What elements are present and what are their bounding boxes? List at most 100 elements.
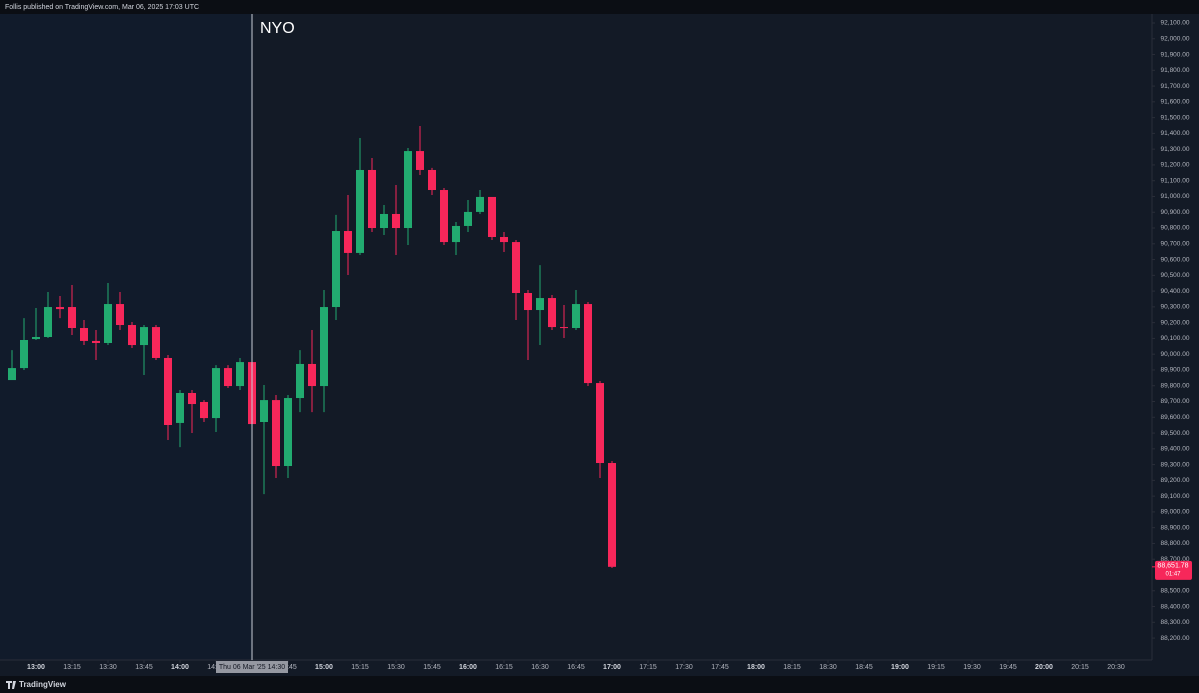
candle-body (392, 213, 400, 229)
candle-body (20, 339, 28, 369)
candle-body (68, 307, 76, 329)
y-tick-label: 89,000.00 (1161, 509, 1190, 516)
x-tick-label: 13:30 (99, 664, 117, 671)
x-tick-label: 16:15 (495, 664, 513, 671)
y-tick-label: 91,400.00 (1161, 130, 1190, 137)
y-tick-label: 90,100.00 (1161, 335, 1190, 342)
header-text: Follis published on TradingView.com, Mar… (5, 4, 199, 11)
y-tick-label: 91,300.00 (1161, 146, 1190, 153)
x-tick-label: 13:45 (135, 664, 153, 671)
last-price-label: 88,651.78 (1157, 563, 1188, 570)
y-tick-label: 92,100.00 (1161, 20, 1190, 27)
candle-body (356, 169, 364, 253)
candle-body (368, 169, 376, 229)
candle-body (476, 196, 484, 212)
y-tick-label: 91,200.00 (1161, 162, 1190, 169)
y-tick-label: 88,900.00 (1161, 524, 1190, 531)
x-tick-label: 20:30 (1107, 664, 1125, 671)
footer-text: TradingView (19, 680, 67, 689)
x-tick-label: 15:15 (351, 664, 369, 671)
x-tick-label: 18:30 (819, 664, 837, 671)
y-tick-label: 89,900.00 (1161, 367, 1190, 374)
y-tick-label: 88,500.00 (1161, 587, 1190, 594)
y-tick-label: 89,100.00 (1161, 493, 1190, 500)
logo (6, 681, 16, 689)
x-tick-label: 20:15 (1071, 664, 1089, 671)
x-tick-label: 18:00 (747, 664, 765, 671)
candle-body (404, 151, 412, 229)
candle-body (512, 242, 520, 293)
x-tick-label: 15:45 (423, 664, 441, 671)
candle-body (344, 231, 352, 253)
x-tick-label: 14:45 (279, 664, 297, 671)
candle-body (188, 392, 196, 405)
x-tick-label: 20:00 (1035, 664, 1053, 671)
y-tick-label: 88,300.00 (1161, 619, 1190, 626)
x-tick-label: 19:45 (999, 664, 1017, 671)
y-tick-label: 91,600.00 (1161, 99, 1190, 106)
x-tick-label: 17:00 (603, 664, 621, 671)
y-tick-label: 90,000.00 (1161, 351, 1190, 358)
candle-body (596, 383, 604, 464)
x-tick-label: 15:00 (315, 664, 333, 671)
candle-body (380, 213, 388, 229)
crosshair-label-box (216, 661, 288, 673)
y-tick-label: 90,800.00 (1161, 225, 1190, 232)
candle-body (332, 231, 340, 308)
footer-bar (0, 676, 1199, 693)
y-tick-label: 88,700.00 (1161, 556, 1190, 563)
candle-body (428, 169, 436, 191)
y-tick-label: 90,700.00 (1161, 241, 1190, 248)
candle-body (128, 325, 136, 346)
x-tick-label: 16:00 (459, 664, 477, 671)
header-bar (0, 0, 1199, 14)
x-tick-label: 18:15 (783, 664, 801, 671)
y-tick-label: 88,400.00 (1161, 603, 1190, 610)
candle-body (488, 196, 496, 238)
y-tick-label: 88,200.00 (1161, 635, 1190, 642)
x-tick-label: 19:00 (891, 664, 909, 671)
x-tick-label: 17:15 (639, 664, 657, 671)
candle-body (572, 304, 580, 329)
x-tick-label: 13:00 (27, 664, 45, 671)
x-tick-label: 18:45 (855, 664, 873, 671)
y-tick-label: 91,100.00 (1161, 177, 1190, 184)
y-tick-label: 90,900.00 (1161, 209, 1190, 216)
x-tick-label: 15:30 (387, 664, 405, 671)
candle-body (416, 151, 424, 170)
candle-body (548, 298, 556, 328)
y-tick-label: 90,200.00 (1161, 319, 1190, 326)
candle-body (452, 225, 460, 243)
candle-body (152, 327, 160, 358)
session-shade (0, 14, 252, 660)
countdown: 01:47 (1165, 571, 1181, 577)
y-tick-label: 89,800.00 (1161, 382, 1190, 389)
last-price-box (1155, 560, 1192, 580)
y-tick-label: 91,500.00 (1161, 114, 1190, 121)
x-tick-label: 13:15 (63, 664, 81, 671)
y-tick-label: 91,900.00 (1161, 51, 1190, 58)
y-tick-label: 91,800.00 (1161, 67, 1190, 74)
candle-body (92, 340, 100, 343)
x-tick-label: 17:30 (675, 664, 693, 671)
candle-body (56, 307, 64, 310)
candle-body (308, 363, 316, 387)
candle-body (272, 400, 280, 467)
y-tick-label: 91,000.00 (1161, 193, 1190, 200)
y-tick-label: 90,300.00 (1161, 304, 1190, 311)
candle-body (236, 362, 244, 387)
y-tick-label: 88,800.00 (1161, 540, 1190, 547)
y-tick-label: 92,000.00 (1161, 35, 1190, 42)
candle-body (500, 237, 508, 243)
y-tick-label: 91,700.00 (1161, 83, 1190, 90)
candle-body (584, 304, 592, 384)
y-tick-label: 89,500.00 (1161, 430, 1190, 437)
candle-body (32, 337, 40, 340)
x-tick-label: 16:45 (567, 664, 585, 671)
y-tick-label: 90,600.00 (1161, 256, 1190, 263)
x-tick-label: 16:30 (531, 664, 549, 671)
candle-body (224, 368, 232, 387)
candle-body (296, 363, 304, 399)
candle-body (524, 292, 532, 311)
